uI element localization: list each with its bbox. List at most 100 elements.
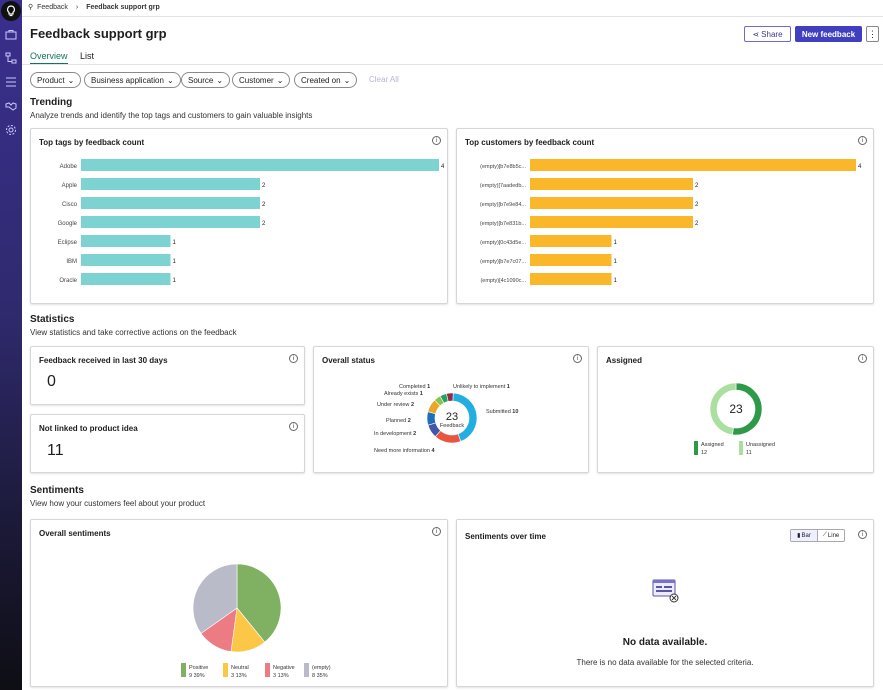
slice-value: 4: [431, 448, 435, 454]
legend-value: 9 39%: [189, 673, 205, 679]
filter-source[interactable]: Source ⌄: [181, 72, 231, 88]
legend-swatch: [223, 663, 228, 677]
settings-gear-icon[interactable]: [5, 124, 17, 136]
card-title: Top customers by feedback count: [465, 138, 595, 147]
category-label: (empty)[b7e7c07...: [480, 259, 526, 265]
bar: [530, 159, 856, 171]
info-icon[interactable]: i: [289, 422, 298, 431]
card-title: Overall sentiments: [39, 529, 111, 538]
app-rail: [0, 0, 22, 690]
slice-value: 1: [420, 391, 423, 397]
share-button[interactable]: ⋖ Share: [744, 26, 791, 42]
slice-label: Under review 2: [377, 402, 414, 408]
new-feedback-button[interactable]: New feedback: [795, 26, 862, 42]
assigned-chart: 23 Assigned 12 Unassigned 11: [694, 382, 775, 456]
filter-label: Product: [37, 75, 65, 85]
slice-label: Submitted 10: [486, 409, 518, 415]
sentiments-title: Sentiments: [30, 485, 84, 496]
bar: [81, 235, 171, 247]
chevron-down-icon: ⌄: [166, 75, 174, 85]
legend-swatch: [694, 441, 698, 455]
category-label: (empty)[b7e831b...: [480, 221, 527, 227]
no-data-text: There is no data available for the selec…: [576, 658, 754, 667]
app-logo-icon[interactable]: [1, 1, 21, 21]
sentiments-subtitle: View how your customers feel about your …: [30, 499, 206, 508]
filter-label: Customer: [239, 75, 274, 85]
top-customers-card: Top customers by feedback count i (empty…: [456, 128, 874, 304]
slice-value: 2: [411, 402, 414, 408]
slice-name: Already exists: [384, 391, 420, 397]
legend-swatch: [739, 441, 743, 455]
not-linked-card: Not linked to product idea i 11: [30, 414, 305, 473]
more-options-button[interactable]: ⋮: [866, 26, 879, 42]
category-label: IBM: [66, 259, 77, 265]
bar-toggle-label: Bar: [801, 532, 811, 539]
center-value: 23: [446, 411, 458, 423]
bar: [81, 178, 260, 190]
value-label: 1: [614, 259, 618, 265]
trending-title: Trending: [30, 97, 73, 108]
slice-label: Need more information 4: [374, 448, 435, 454]
info-icon[interactable]: i: [858, 136, 867, 145]
trending-subtitle: Analyze trends and identify the top tags…: [30, 111, 313, 120]
filter-label: Business application: [91, 75, 164, 85]
info-icon[interactable]: i: [432, 527, 441, 536]
legend-label: Negative: [273, 665, 295, 671]
info-icon[interactable]: i: [573, 354, 582, 363]
breadcrumb-root[interactable]: Feedback: [37, 3, 68, 11]
handshake-icon[interactable]: [5, 100, 17, 112]
line-toggle[interactable]: ⟋ Line: [818, 530, 844, 541]
value-label: 2: [695, 202, 699, 208]
no-data-illustration-icon: [652, 579, 679, 603]
value-label: 1: [614, 278, 618, 284]
info-icon[interactable]: i: [432, 136, 441, 145]
bar-toggle[interactable]: ▮ Bar: [791, 530, 818, 541]
list-icon[interactable]: [5, 76, 17, 88]
legend-label: (empty): [312, 665, 331, 671]
category-label: Cisco: [62, 202, 78, 208]
tab-overview[interactable]: Overview: [30, 51, 68, 65]
bar: [530, 273, 612, 285]
filter-customer[interactable]: Customer ⌄: [232, 72, 291, 88]
slice: [446, 392, 454, 402]
clear-all-button[interactable]: Clear All: [369, 75, 399, 84]
slice-label: Completed 1: [399, 384, 430, 390]
slice: [709, 382, 737, 436]
received-value: 0: [47, 373, 56, 390]
info-icon[interactable]: i: [858, 530, 867, 539]
statistics-title: Statistics: [30, 314, 75, 325]
filter-created-on[interactable]: Created on ⌄: [294, 72, 358, 88]
page-title: Feedback support grp: [30, 26, 167, 41]
slice-label: Already exists 1: [384, 391, 423, 397]
slice: [236, 563, 282, 643]
breadcrumb-current: Feedback support grp: [86, 3, 160, 11]
info-icon[interactable]: i: [289, 354, 298, 363]
legend-value: 11: [746, 450, 752, 456]
card-title: Overall status: [322, 356, 375, 365]
filter-product[interactable]: Product ⌄: [30, 72, 82, 88]
center-label: Feedback: [440, 423, 464, 429]
value-label: 2: [695, 183, 699, 189]
slice-label: In development 2: [374, 431, 416, 437]
filter-label: Source: [188, 75, 214, 85]
slice-name: Unlikely to implement: [453, 384, 507, 390]
bar: [81, 254, 171, 266]
chevron-down-icon: ⌄: [343, 75, 351, 85]
category-label: Eclipse: [58, 240, 78, 246]
slice-value: 1: [507, 384, 510, 390]
info-icon[interactable]: i: [858, 354, 867, 363]
filter-business-application[interactable]: Business application ⌄: [84, 72, 181, 88]
legend-swatch: [181, 663, 186, 677]
hierarchy-icon[interactable]: [5, 52, 17, 64]
slice-label: Unlikely to implement 1: [453, 384, 510, 390]
briefcase-icon[interactable]: [5, 28, 17, 40]
center-value: 23: [729, 402, 743, 416]
no-data-title: No data available.: [622, 637, 708, 648]
value-label: 1: [173, 278, 177, 284]
bar: [81, 159, 439, 171]
chevron-down-icon: ⌄: [276, 75, 284, 85]
legend-swatch: [265, 663, 270, 677]
share-label: Share: [761, 29, 783, 39]
tab-list[interactable]: List: [80, 51, 95, 61]
